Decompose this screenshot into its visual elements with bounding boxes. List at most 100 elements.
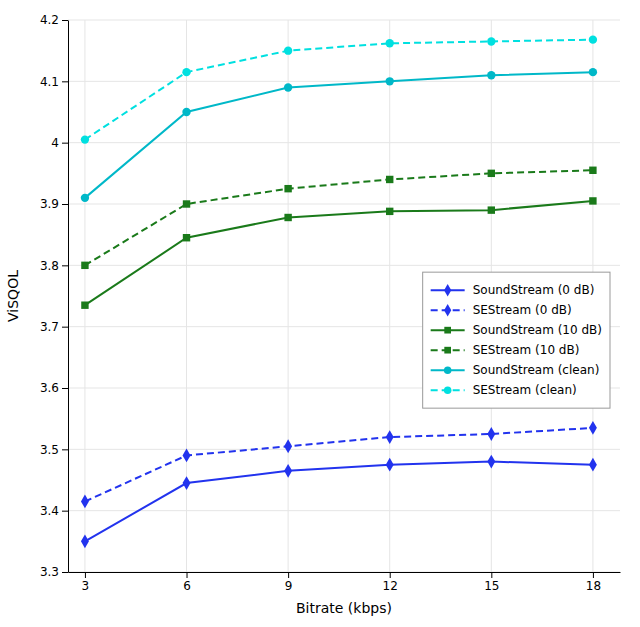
point [284, 439, 292, 453]
point [81, 495, 89, 509]
legend-marker [444, 386, 452, 394]
point [487, 71, 495, 79]
series [81, 35, 597, 143]
tick-label: 18 [586, 579, 601, 593]
tick-label: 15 [484, 579, 499, 593]
legend-marker [444, 366, 452, 374]
legend: SoundStream (0 dB)SEStream (0 dB)SoundSt… [423, 272, 610, 408]
axis-line [68, 21, 69, 573]
tick: 15 [484, 572, 499, 593]
tick-label: 3.4 [40, 504, 59, 518]
point [589, 421, 597, 435]
tick-mark [62, 265, 68, 266]
tick: 3.5 [40, 443, 68, 457]
point [284, 185, 291, 192]
point [589, 35, 597, 43]
tick-mark [62, 143, 68, 144]
point [488, 170, 495, 177]
legend-marker [444, 304, 451, 316]
grid-line [68, 204, 620, 205]
tick-label: 4.1 [40, 75, 59, 89]
series [81, 197, 596, 309]
legend-label: SoundStream (0 dB) [473, 283, 595, 297]
point [589, 68, 597, 76]
grid-line [68, 510, 620, 511]
y-axis-title: ViSQOL [5, 270, 21, 322]
tick: 4.1 [40, 75, 68, 89]
legend-marker [444, 327, 451, 334]
tick-mark [62, 572, 68, 573]
chart: 3691215183.33.43.53.63.73.83.944.14.2Sou… [0, 0, 640, 627]
line [85, 462, 593, 542]
grid-line [288, 20, 289, 572]
legend-marker [444, 347, 451, 354]
tick-label: 3.3 [40, 565, 59, 579]
point [284, 46, 292, 54]
tick: 6 [183, 572, 191, 593]
tick-mark [62, 511, 68, 512]
point [81, 534, 89, 548]
point [589, 167, 596, 174]
point [386, 176, 393, 183]
legend-label: SEStream (10 dB) [473, 343, 580, 357]
line [85, 170, 593, 265]
line [85, 40, 593, 140]
series-group [81, 35, 597, 548]
line [85, 428, 593, 502]
point [589, 197, 596, 204]
grid-line [68, 572, 620, 573]
point [183, 200, 190, 207]
tick: 3.7 [40, 320, 68, 334]
line [85, 72, 593, 198]
legend-item: SoundStream (clean) [431, 363, 600, 377]
y-axis: 3.33.43.53.63.73.83.944.14.2 [40, 13, 69, 579]
point [81, 135, 89, 143]
point [386, 77, 394, 85]
tick-label: 3.7 [40, 320, 59, 334]
tick: 3.9 [40, 197, 68, 211]
point [81, 301, 88, 308]
tick-label: 6 [183, 579, 191, 593]
tick-mark [62, 81, 68, 82]
point [81, 262, 88, 269]
tick: 3.6 [40, 381, 68, 395]
tick: 3.4 [40, 504, 68, 518]
point [182, 108, 190, 116]
point [488, 206, 495, 213]
point [589, 458, 597, 472]
tick-mark [491, 572, 492, 578]
point [183, 449, 191, 463]
tick-mark [390, 572, 391, 578]
legend-label: SoundStream (10 dB) [473, 323, 602, 337]
grid [68, 20, 620, 572]
legend-item: SoundStream (0 dB) [431, 283, 595, 297]
tick-label: 3.9 [40, 197, 59, 211]
tick-label: 3.6 [40, 381, 59, 395]
tick-mark [62, 20, 68, 21]
grid-line [68, 20, 620, 21]
tick-label: 4.2 [40, 13, 59, 27]
tick-label: 3.5 [40, 443, 59, 457]
tick-mark [62, 327, 68, 328]
tick-label: 3 [82, 579, 90, 593]
grid-line [68, 449, 620, 450]
legend-label: SoundStream (clean) [473, 363, 600, 377]
tick-label: 4 [51, 136, 59, 150]
legend-marker [444, 284, 451, 296]
tick-mark [187, 572, 188, 578]
legend-frame [423, 272, 610, 408]
tick-mark [62, 388, 68, 389]
grid-line [389, 20, 390, 572]
point [487, 427, 495, 441]
plot: 3691215183.33.43.53.63.73.83.944.14.2Sou… [40, 13, 621, 592]
tick: 3.3 [40, 565, 68, 579]
tick-mark [85, 572, 86, 578]
grid-line [68, 81, 620, 82]
point [183, 476, 191, 490]
point [386, 39, 394, 47]
series [81, 167, 596, 269]
point [386, 430, 394, 444]
tick-mark [288, 572, 289, 578]
x-axis-title: Bitrate (kbps) [296, 600, 392, 616]
legend-item: SEStream (clean) [431, 383, 577, 397]
